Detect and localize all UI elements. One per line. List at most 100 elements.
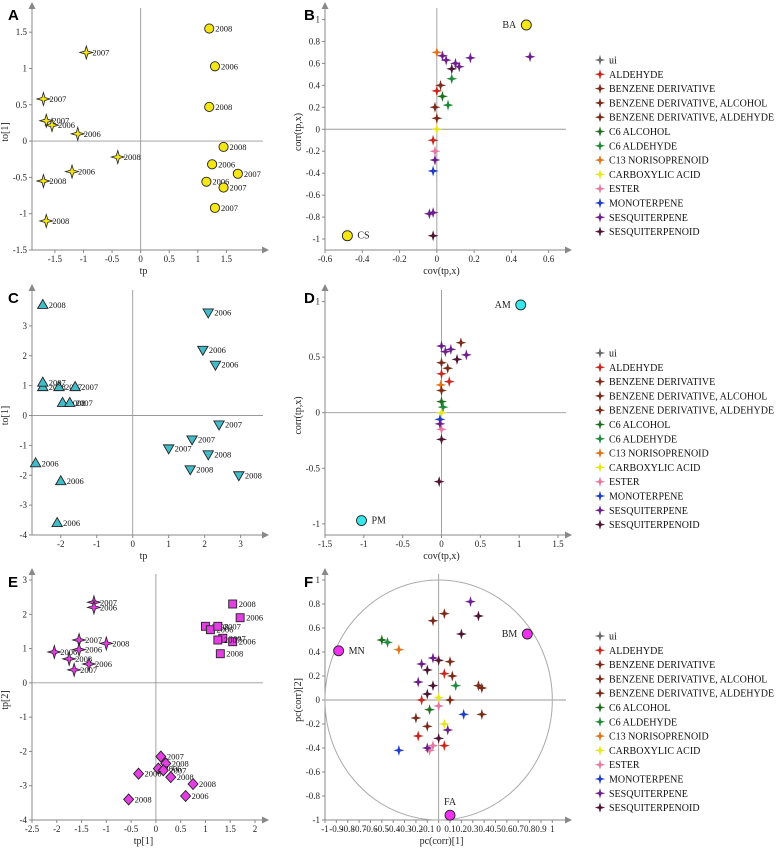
point-label: 2006 — [216, 625, 233, 635]
loading-point — [436, 357, 447, 369]
loading-point — [460, 349, 472, 361]
y-tick-label: 1 — [316, 297, 321, 307]
x-tick-label: 0 — [439, 539, 444, 549]
loading-point — [435, 379, 447, 391]
x-tick-label: 0.6 — [501, 824, 513, 834]
point-label: 2007 — [169, 765, 186, 775]
legend-label: BENZENE DERIVATIVE, ALCOHOL — [609, 391, 767, 402]
legend-marker — [594, 112, 606, 123]
x-tick-label: -2 — [57, 539, 65, 549]
axis-arrow — [28, 568, 36, 575]
score-point — [186, 435, 199, 446]
y-tick-label: -0.5 — [13, 172, 28, 182]
named-point — [444, 809, 456, 821]
y-tick-label: 0.8 — [309, 599, 321, 609]
y-tick-label: -1 — [20, 440, 28, 450]
y-tick-label: 0.5 — [309, 352, 321, 362]
x-axis-label: tp[1] — [134, 836, 153, 847]
point-label: 2007 — [198, 434, 215, 444]
loading-point — [472, 610, 484, 622]
point-label: 2008 — [215, 102, 232, 112]
y-tick-label: -0.2 — [306, 719, 320, 729]
x-tick-label: -0.5 — [105, 254, 120, 264]
point-label: 2007 — [92, 47, 109, 57]
legend-label: C13 NORISOPRENOID — [609, 156, 709, 167]
loading-point — [427, 207, 439, 219]
y-tick-label: -0.8 — [306, 791, 321, 801]
legend-marker — [594, 405, 606, 416]
panel-letter: B — [304, 7, 315, 24]
loading-point — [433, 732, 445, 744]
loading-point — [438, 718, 450, 730]
legend-marker — [594, 630, 606, 642]
x-tick-label: -1 — [321, 824, 329, 834]
legend-marker — [594, 490, 606, 502]
point-label: 2008 — [215, 24, 232, 34]
x-tick-label: 1 — [203, 824, 208, 834]
loading-point — [436, 407, 447, 419]
point-label: 2006 — [100, 602, 117, 612]
score-point — [218, 141, 229, 152]
x-tick-label: 0.9 — [535, 824, 547, 834]
y-axis-label: to[1] — [0, 122, 11, 141]
legend-marker — [594, 83, 606, 94]
point-label: 2007 — [230, 183, 247, 193]
axis-arrow — [321, 284, 329, 291]
y-tick-label: -1 — [20, 712, 28, 722]
loading-point — [427, 740, 439, 752]
legend-marker — [594, 226, 606, 237]
loading-point — [436, 384, 447, 396]
score-point — [69, 380, 82, 392]
x-tick-label: 0.2 — [456, 824, 467, 834]
loading-point — [464, 596, 476, 608]
loading-point — [455, 337, 467, 349]
x-tick-label: -1.5 — [318, 539, 333, 549]
point-label: 2006 — [84, 129, 101, 139]
x-tick-label: -1.5 — [74, 824, 89, 834]
x-tick-label: 0.8 — [524, 824, 536, 834]
point-label: 2008 — [49, 176, 66, 186]
axis-arrow — [321, 2, 329, 9]
point-label: 2006 — [95, 659, 112, 669]
legend-label: C6 ALCOHOL — [609, 703, 670, 714]
x-tick-label: 1.5 — [552, 539, 564, 549]
y-tick-label: -1 — [313, 815, 321, 825]
y-tick-label: 0 — [316, 408, 321, 418]
legend-marker — [594, 376, 606, 387]
legend-label: C13 NORISOPRENOID — [609, 732, 709, 743]
point-label: 2007 — [81, 382, 98, 392]
score-point — [66, 661, 83, 678]
loading-point — [524, 51, 536, 63]
point-label: 2008 — [177, 772, 194, 782]
loading-point — [446, 63, 458, 75]
score-point — [132, 767, 145, 780]
x-tick-label: 3 — [238, 539, 243, 549]
y-tick-label: 0 — [23, 411, 28, 421]
loading-point — [438, 740, 450, 752]
x-tick-label: 0.5 — [164, 254, 176, 264]
x-tick-label: -1 — [360, 539, 368, 549]
named-point-label: FA — [444, 797, 457, 808]
x-tick-label: -2.5 — [25, 824, 40, 834]
x-tick-label: 0.1 — [444, 824, 455, 834]
loading-point — [431, 85, 443, 97]
point-label: 2008 — [239, 599, 256, 609]
y-tick-label: -2 — [20, 470, 28, 480]
loading-point — [421, 720, 433, 732]
loading-point — [431, 112, 443, 124]
loading-point — [455, 628, 467, 640]
panel-b: B -0.6 -0.4 -0.2 0 0.2 0.4 0.6 -1 -0.8 -0.6 -0.4 -0.… — [293, 2, 572, 277]
score-point — [162, 444, 175, 455]
x-tick-label: 2 — [202, 539, 207, 549]
y-tick-label: -4 — [20, 815, 28, 825]
y-tick-label: 1 — [316, 14, 321, 24]
score-point — [56, 396, 69, 407]
point-label: 2006 — [164, 764, 181, 774]
y-tick-label: -3 — [20, 500, 28, 510]
y-axis-label: to[1] — [0, 406, 11, 425]
x-tick-label: 0.4 — [506, 254, 518, 264]
loading-point — [442, 99, 454, 111]
legend-marker — [594, 212, 606, 223]
point-label: 2007 — [76, 398, 93, 408]
x-tick-label: 0 — [154, 824, 159, 834]
